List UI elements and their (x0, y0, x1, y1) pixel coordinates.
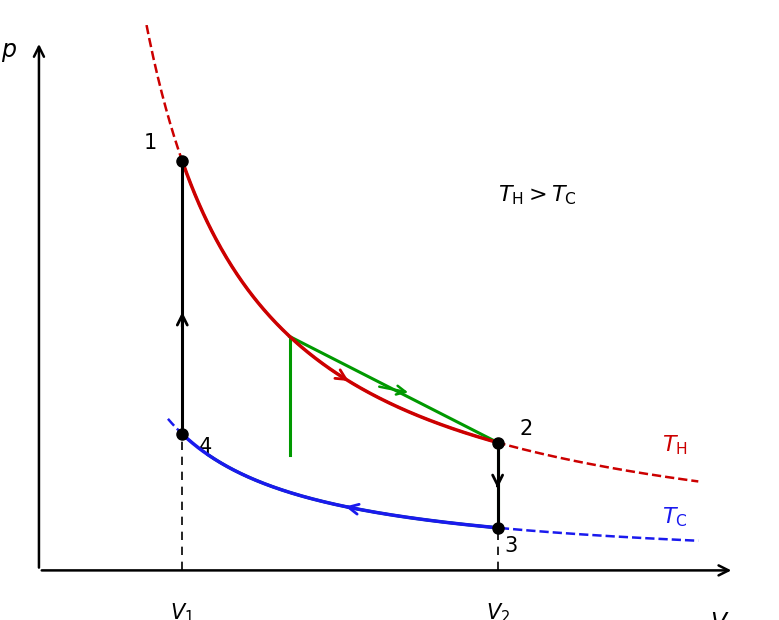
Text: 4: 4 (199, 438, 213, 458)
Text: $T_{\mathrm{C}}$: $T_{\mathrm{C}}$ (662, 505, 688, 529)
Text: $V$: $V$ (710, 611, 730, 620)
Text: $T_{\mathrm{H}}$: $T_{\mathrm{H}}$ (662, 433, 688, 457)
Text: $T_{\mathrm{H}} > T_{\mathrm{C}}$: $T_{\mathrm{H}} > T_{\mathrm{C}}$ (498, 184, 576, 207)
Text: 1: 1 (143, 133, 157, 153)
Text: 2: 2 (519, 419, 532, 439)
Text: $V_2$: $V_2$ (485, 601, 509, 620)
Text: $p$: $p$ (2, 40, 17, 64)
Text: $V_1$: $V_1$ (170, 601, 195, 620)
Text: 3: 3 (505, 536, 518, 556)
